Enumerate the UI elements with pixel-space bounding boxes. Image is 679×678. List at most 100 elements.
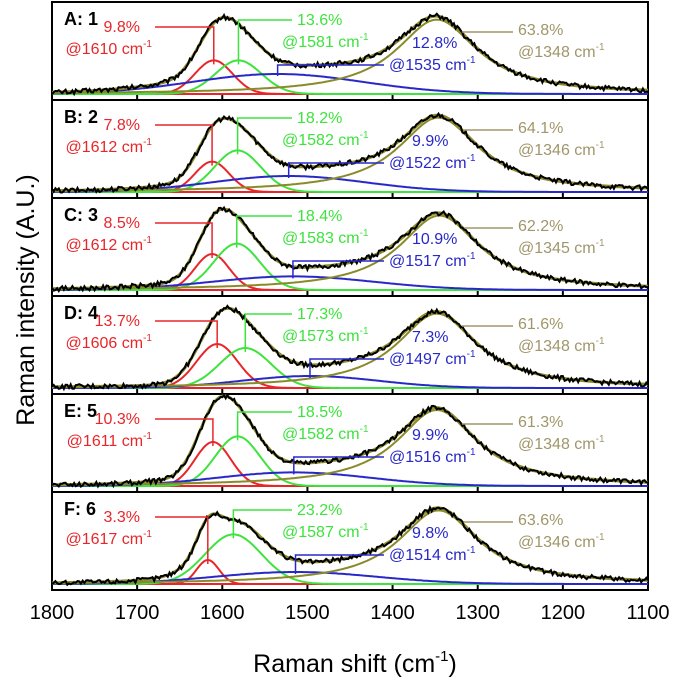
red-percent-label: 7.8% [104,117,140,134]
panel-label: A: 1 [64,9,98,29]
green-leader-line [232,509,292,539]
panel-label: D: 4 [64,303,98,323]
panel-1: A: 1 9.8% @1610 cm-1 13.6% @1581 cm-1 12.8% @1… [51,1,649,101]
red-leader-line [155,26,215,65]
green-percent-label: 17.3% [297,306,342,323]
panel-6: F: 6 3.3% @1617 cm-1 23.2% @1587 cm-1 9.8% @15… [51,491,649,591]
olive-percent-label: 63.8% [518,22,563,39]
red-position-label: @1612 cm-1 [65,235,152,254]
y-axis-label: Raman intensity (A.U.) [12,174,40,425]
blue-leader-line [276,64,384,76]
olive-position-label: @1346 cm-1 [518,140,605,159]
blue-leader-line [287,162,384,178]
green-percent-label: 18.5% [297,404,342,421]
red-leader-line [155,222,213,258]
green-leader-line [236,411,292,441]
measured-spectrum [51,504,649,587]
panel-5: E: 510.3% @1611 cm-1 18.5% @1582 cm-1 9.9% @1… [51,392,649,493]
blue-percent-label: 9.9% [412,427,448,444]
olive-percent-label: 63.6% [518,512,563,529]
red-position-label: @1611 cm-1 [67,431,153,450]
panel-2: B: 2 7.8% @1612 cm-1 18.2% @1582 cm-1 9.9% @15… [51,99,649,199]
green-position-label: @1582 cm-1 [282,130,369,149]
x-axis: 1800 1700 1600 1500 1400 1300 1200 1100 [30,602,670,624]
blue-position-label: @1535 cm-1 [389,55,476,74]
blue-percent-label: 12.8% [412,35,457,52]
red-position-label: @1610 cm-1 [65,39,152,58]
red-leader-line [155,320,218,348]
red-percent-label: 13.7% [95,313,140,330]
x-tick-label: 1200 [541,602,586,624]
x-tick-label: 1700 [115,602,160,624]
blue-component-curve [52,375,648,389]
measured-spectrum [51,111,649,194]
x-axis-label: Raman shift (cm-1) [253,648,457,678]
blue-percent-label: 9.8% [412,525,448,542]
red-leader-line [155,516,209,564]
panel-label: C: 3 [64,205,98,225]
blue-component-curve [52,73,648,95]
blue-position-label: @1514 cm-1 [389,545,476,564]
blue-leader-line [309,358,384,378]
panels-group: A: 1 9.8% @1610 cm-1 13.6% @1581 cm-1 12.8% @1… [51,1,649,591]
green-position-label: @1587 cm-1 [282,522,369,541]
panel-label: E: 5 [64,401,97,421]
blue-percent-label: 9.9% [412,133,448,150]
red-percent-label: 9.8% [104,19,140,36]
green-position-label: @1583 cm-1 [282,228,369,247]
x-axis-label-sup: -1 [435,648,448,665]
red-leader-line [155,418,214,446]
red-position-label: @1606 cm-1 [65,333,152,352]
measured-spectrum [51,12,649,97]
green-position-label: @1582 cm-1 [282,424,369,443]
green-percent-label: 13.6% [297,12,342,29]
green-percent-label: 23.2% [297,502,342,519]
green-leader-line [237,19,292,65]
green-leader-line [236,215,292,248]
olive-position-label: @1346 cm-1 [518,532,605,551]
x-axis-label-main: Raman shift (cm [253,650,435,678]
x-axis-label-end: ) [449,650,457,678]
green-percent-label: 18.2% [297,110,342,127]
x-tick-label: 1800 [30,602,75,624]
blue-percent-label: 7.3% [412,329,448,346]
blue-position-label: @1522 cm-1 [389,153,476,172]
green-position-label: @1573 cm-1 [282,326,369,345]
olive-position-label: @1345 cm-1 [518,238,605,257]
green-position-label: @1581 cm-1 [282,32,369,51]
olive-percent-label: 61.6% [518,316,563,333]
green-percent-label: 18.4% [297,208,342,225]
green-leader-line [236,117,292,155]
red-percent-label: 8.5% [104,215,140,232]
blue-leader-line [292,260,384,279]
olive-percent-label: 64.1% [518,120,563,137]
red-percent-label: 3.3% [104,509,140,526]
panel-3: C: 3 8.5% @1612 cm-1 18.4% @1583 cm-1 10.9% @1… [51,197,649,297]
red-leader-line [155,124,213,166]
x-tick-label: 1400 [370,602,415,624]
olive-position-label: @1348 cm-1 [518,434,605,453]
blue-position-label: @1517 cm-1 [389,251,476,270]
x-tick-label: 1100 [626,602,669,624]
blue-leader-line [294,554,384,574]
x-tick-label: 1500 [285,602,330,624]
olive-percent-label: 61.3% [518,414,563,431]
panel-4: D: 413.7% @1606 cm-1 17.3% @1573 cm-1 7.3% @1… [51,295,649,395]
red-position-label: @1617 cm-1 [65,529,152,548]
blue-position-label: @1497 cm-1 [389,349,476,368]
blue-position-label: @1516 cm-1 [389,447,476,466]
panel-label: F: 6 [64,499,96,519]
olive-position-label: @1348 cm-1 [518,42,605,61]
olive-percent-label: 62.2% [518,218,563,235]
olive-position-label: @1348 cm-1 [518,336,605,355]
panel-label: B: 2 [64,107,98,127]
x-tick-label: 1300 [455,602,500,624]
green-leader-line [244,313,292,352]
panel-frame [51,491,649,591]
blue-percent-label: 10.9% [412,231,457,248]
x-tick-label: 1600 [200,602,245,624]
red-percent-label: 10.3% [95,411,140,428]
blue-leader-line [293,456,384,475]
red-position-label: @1612 cm-1 [65,137,152,156]
